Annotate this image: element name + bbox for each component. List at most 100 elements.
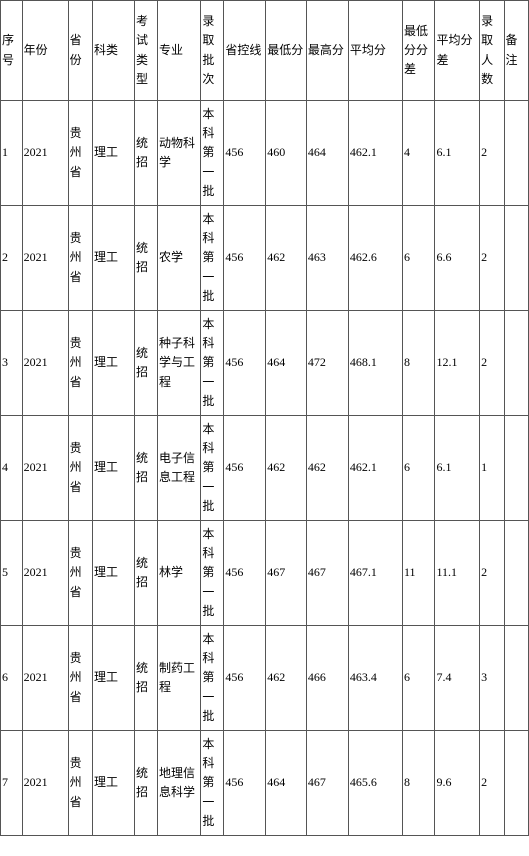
table-cell: 456 [224, 416, 266, 521]
table-cell: 11 [403, 521, 435, 626]
col-min: 最低分 [266, 1, 307, 101]
table-cell: 6 [403, 626, 435, 731]
table-cell: 制药工程 [158, 626, 201, 731]
table-cell: 462 [266, 206, 307, 311]
table-cell: 466 [306, 626, 348, 731]
table-cell: 2021 [22, 521, 68, 626]
table-cell: 6 [403, 416, 435, 521]
table-cell [504, 731, 528, 836]
table-cell: 464 [306, 101, 348, 206]
table-row: 72021贵州省理工统招地理信息科学本科第一批456464467465.689.… [1, 731, 529, 836]
table-cell: 贵州省 [68, 206, 92, 311]
table-cell: 456 [224, 626, 266, 731]
table-cell: 电子信息工程 [158, 416, 201, 521]
table-cell: 456 [224, 311, 266, 416]
table-cell: 统招 [135, 626, 158, 731]
table-cell: 464 [266, 731, 307, 836]
table-cell: 地理信息科学 [158, 731, 201, 836]
table-cell: 7 [1, 731, 23, 836]
table-cell: 8 [403, 311, 435, 416]
table-cell: 462 [306, 416, 348, 521]
table-cell: 467 [306, 731, 348, 836]
table-cell: 456 [224, 101, 266, 206]
col-max: 最高分 [306, 1, 348, 101]
col-year: 年份 [22, 1, 68, 101]
table-cell: 本科第一批 [201, 731, 224, 836]
table-cell: 理工 [93, 521, 135, 626]
table-cell: 463.4 [348, 626, 402, 731]
table-cell: 6.1 [435, 416, 480, 521]
table-cell: 1 [480, 416, 504, 521]
col-count: 录取人数 [480, 1, 504, 101]
admission-table: 序号 年份 省份 科类 考试类型 专业 录取批次 省控线 最低分 最高分 平均分… [0, 0, 529, 836]
table-cell: 11.1 [435, 521, 480, 626]
table-cell: 462.1 [348, 101, 402, 206]
table-cell: 6 [1, 626, 23, 731]
table-cell: 农学 [158, 206, 201, 311]
table-cell: 6 [403, 206, 435, 311]
table-cell: 464 [266, 311, 307, 416]
table-cell: 理工 [93, 626, 135, 731]
table-cell: 2 [480, 101, 504, 206]
table-cell: 统招 [135, 416, 158, 521]
table-cell: 2021 [22, 206, 68, 311]
table-row: 52021贵州省理工统招林学本科第一批456467467467.11111.12 [1, 521, 529, 626]
table-cell: 贵州省 [68, 626, 92, 731]
table-cell: 2 [1, 206, 23, 311]
table-cell: 472 [306, 311, 348, 416]
table-cell [504, 101, 528, 206]
table-cell: 4 [1, 416, 23, 521]
table-cell: 1 [1, 101, 23, 206]
table-cell: 3 [1, 311, 23, 416]
table-cell: 468.1 [348, 311, 402, 416]
table-cell: 2 [480, 731, 504, 836]
table-cell: 2 [480, 311, 504, 416]
col-examtype: 考试类型 [135, 1, 158, 101]
col-batch: 录取批次 [201, 1, 224, 101]
table-cell: 贵州省 [68, 311, 92, 416]
table-cell: 456 [224, 206, 266, 311]
col-seq: 序号 [1, 1, 23, 101]
table-cell: 本科第一批 [201, 311, 224, 416]
table-cell: 理工 [93, 311, 135, 416]
table-cell: 8 [403, 731, 435, 836]
table-cell: 456 [224, 731, 266, 836]
table-cell: 本科第一批 [201, 206, 224, 311]
table-cell: 465.6 [348, 731, 402, 836]
table-cell: 2021 [22, 416, 68, 521]
col-mindiff: 最低分分差 [403, 1, 435, 101]
table-cell: 理工 [93, 206, 135, 311]
table-cell: 统招 [135, 101, 158, 206]
col-major: 专业 [158, 1, 201, 101]
table-cell: 467 [306, 521, 348, 626]
table-cell: 统招 [135, 521, 158, 626]
col-note: 备注 [504, 1, 528, 101]
table-cell: 456 [224, 521, 266, 626]
table-cell: 种子科学与工程 [158, 311, 201, 416]
table-cell: 统招 [135, 206, 158, 311]
table-cell: 林学 [158, 521, 201, 626]
table-cell: 2 [480, 521, 504, 626]
table-cell: 462 [266, 416, 307, 521]
table-cell: 463 [306, 206, 348, 311]
table-cell: 460 [266, 101, 307, 206]
table-cell: 动物科学 [158, 101, 201, 206]
col-ctrl: 省控线 [224, 1, 266, 101]
table-cell: 462.6 [348, 206, 402, 311]
table-cell: 理工 [93, 101, 135, 206]
table-cell: 2021 [22, 626, 68, 731]
table-cell: 2 [480, 206, 504, 311]
table-cell: 9.6 [435, 731, 480, 836]
header-row: 序号 年份 省份 科类 考试类型 专业 录取批次 省控线 最低分 最高分 平均分… [1, 1, 529, 101]
table-cell [504, 311, 528, 416]
table-cell: 贵州省 [68, 731, 92, 836]
table-cell [504, 416, 528, 521]
table-cell: 贵州省 [68, 101, 92, 206]
table-cell: 本科第一批 [201, 521, 224, 626]
table-cell: 6.6 [435, 206, 480, 311]
table-cell: 6.1 [435, 101, 480, 206]
col-province: 省份 [68, 1, 92, 101]
table-cell: 12.1 [435, 311, 480, 416]
table-cell: 统招 [135, 311, 158, 416]
table-cell: 理工 [93, 416, 135, 521]
